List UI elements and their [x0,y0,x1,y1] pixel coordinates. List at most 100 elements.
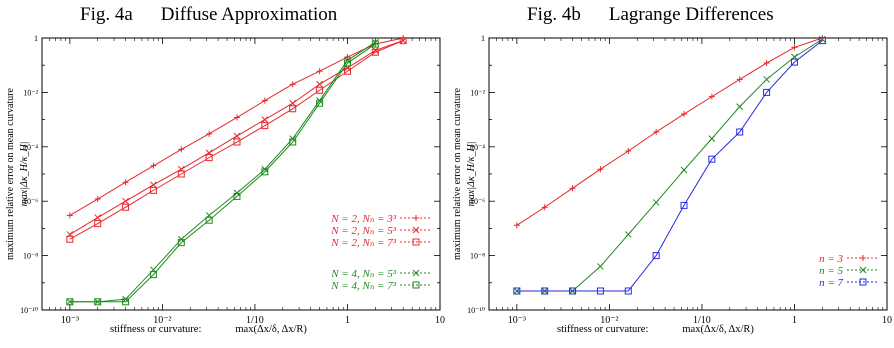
figure-4b: Fig. 4b Lagrange Differences 10⁻³ 10⁻² 1/10… [447,0,894,348]
series-2 [66,37,407,243]
data-point-square [316,99,324,107]
data-point-square [122,298,130,306]
y-tick-label: 10⁻² [470,88,485,97]
data-point-square [736,128,744,136]
x-tick-label: 10 [882,315,892,326]
figure-number: Fig. 4a [80,4,133,25]
figure-number: Fig. 4b [527,4,581,25]
data-point-square [261,168,269,176]
series-1 [513,35,826,295]
series-line [516,40,823,292]
data-point-plus [513,222,520,229]
y-tick-label: 10⁻⁶ [470,197,485,206]
data-point-square [708,155,716,163]
data-point-square [412,281,420,289]
data-point-plus [736,76,743,83]
data-point-square [149,271,157,279]
data-point-plus [653,129,660,136]
data-point-plus [178,146,185,153]
data-point-cross [150,181,157,189]
data-point-square [205,216,213,224]
y-axis-label: maximum relative error on mean curvature… [5,88,30,260]
data-point-plus [569,185,576,192]
data-point-square [177,170,185,178]
data-point-cross [289,99,297,107]
series-line [516,37,823,226]
x-tick-label: 10⁻³ [508,315,526,326]
data-point-cross [513,287,521,295]
x-tick-label: 1/10 [693,315,711,326]
chart-plot: 10⁻³ 10⁻² 1/10 1 10 10⁻¹⁰ 10⁻⁸ 10⁻⁶ 10⁻⁴ 10⁻² 1 n =… [467,34,892,326]
data-point-square [316,86,324,94]
figure-title: Fig. 4a Diffuse Approximation [80,4,337,26]
data-point-square [541,287,549,295]
data-point-square [371,48,379,56]
data-point-plus [860,255,866,261]
y-tick-label: 10⁻⁸ [23,252,38,261]
data-point-cross [680,166,688,174]
data-point-square [569,287,577,295]
data-point-square [763,88,771,96]
x-tick-label: 10⁻³ [61,315,79,326]
x-tick-label: 1/10 [246,315,264,326]
data-point-plus [66,212,73,219]
x-tick-label: 1 [792,315,797,326]
data-point-square [596,287,604,295]
series-line [69,43,376,303]
data-point-square [343,67,351,75]
data-point-plus [708,93,715,100]
data-point-cross [624,231,632,238]
data-point-cross [736,103,744,110]
figure-title-text: Lagrange Differences [608,4,774,25]
x-axis-label: stiffness or curvature: max(Δx/δ, Δx/R) [110,324,307,335]
legend-label: n = 5 [819,265,843,277]
series-3 [66,38,379,306]
data-point-square [399,37,407,45]
data-point-cross [371,47,379,54]
y-tick-label: 1 [481,34,485,43]
figure-title: Fig. 4b Lagrange Differences [527,4,774,26]
x-axis-label-expression: max(Δx/δ, Δx/R) [235,324,307,335]
data-point-cross [316,80,323,88]
y-axis-label: maximum relative error on mean curvature… [452,88,477,260]
data-point-plus [261,97,268,104]
legend: N = 2, Nₙ = 3³N = 2, Nₙ = 5³N = 2, Nₙ = … [330,213,432,292]
data-point-cross [859,266,867,274]
legend: n = 3n = 5n = 7 [819,253,879,289]
y-tick-label: 1 [34,34,38,43]
data-point-plus [233,114,240,121]
y-tick-label: 10⁻⁴ [470,143,485,152]
legend-label: N = 2, Nₙ = 7³ [330,237,396,249]
x-axis-label-prefix: stiffness or curvature: [110,324,202,335]
data-point-cross [412,269,420,277]
data-point-plus [541,204,548,211]
data-point-square [94,220,102,228]
data-point-square [790,58,798,66]
data-point-plus [94,196,101,203]
series-line [69,40,404,240]
legend-label: n = 3 [819,253,843,265]
data-point-square [233,138,241,146]
data-point-plus [122,179,129,186]
data-point-square [205,154,213,162]
data-point-plus [625,148,632,155]
data-point-square [343,59,351,67]
legend-label: N = 2, Nₙ = 5³ [330,225,396,237]
data-point-square [66,235,74,243]
series-2 [513,37,826,295]
legend-label: N = 4, Nₙ = 7³ [330,280,396,292]
series-4 [66,40,379,306]
data-point-plus [344,54,351,61]
x-tick-label: 10 [435,315,445,326]
data-point-cross [412,226,420,234]
data-point-cross [597,263,604,270]
x-tick-label: 10⁻² [153,315,171,326]
x-axis-label-expression: max(Δx/δ, Δx/R) [682,324,754,335]
data-point-square [177,239,185,247]
data-point-square [680,201,688,209]
data-point-square [859,278,867,286]
y-axis-label-line2: max|Δκ_H/κ_H| [19,142,30,207]
y-tick-label: 10⁻¹⁰ [20,306,38,315]
data-point-square [149,186,157,194]
y-tick-label: 10⁻¹⁰ [467,306,485,315]
